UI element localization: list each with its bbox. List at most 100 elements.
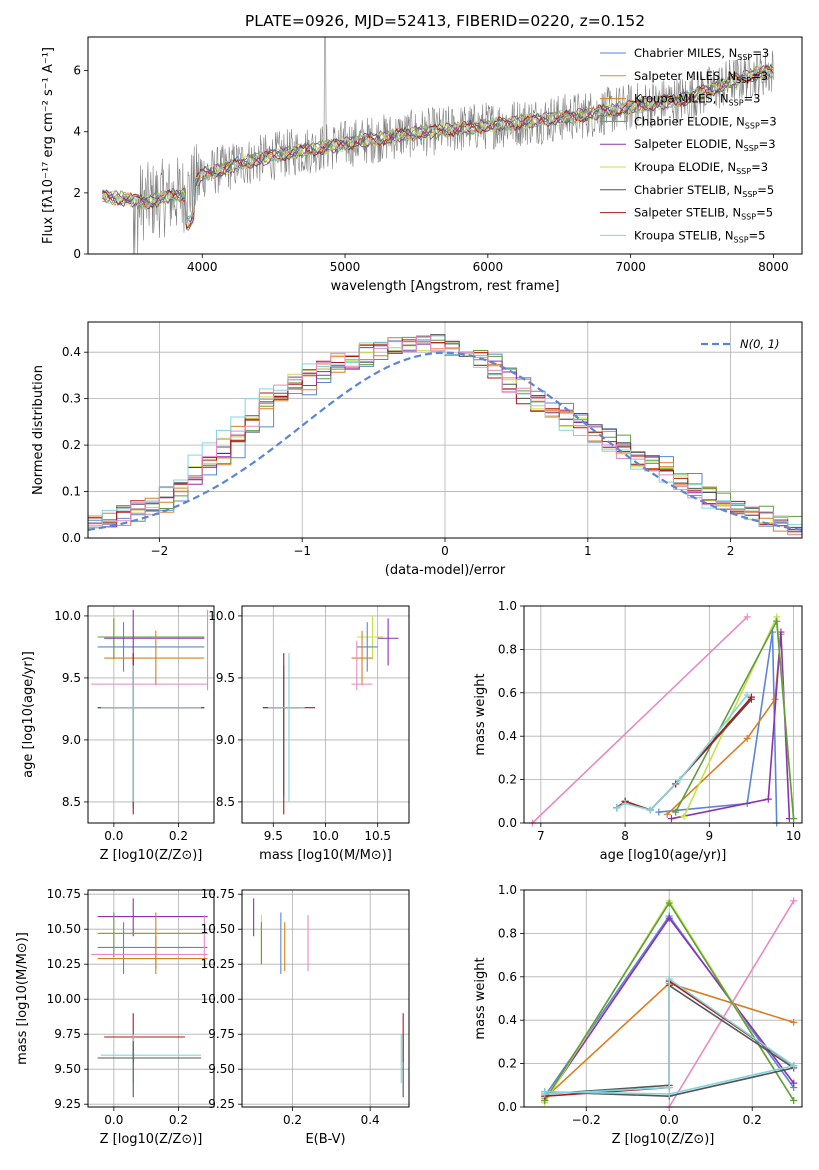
y-tick-label: 10.75 [47, 887, 81, 901]
x-tick-label: −1 [293, 544, 311, 558]
axes-frame [87, 321, 803, 539]
y-tick-label: 10.00 [201, 992, 235, 1006]
x-tick-label: 0.2 [283, 1113, 302, 1127]
age-vs-mass-panel: 9.5 10.0 10.5 8.5 9.0 9.5 10.0 mass [log10(M/M⊙… [208, 605, 410, 863]
errorbar-plot-area [91, 898, 208, 1098]
weight-marker [790, 1018, 798, 1026]
x-tick-label: 6000 [473, 260, 504, 274]
y-tick-label: 0.4 [498, 729, 517, 743]
y-tick-label: 10.50 [47, 922, 81, 936]
y-tick-label: 10.0 [54, 609, 81, 623]
x-tick-label: 0.2 [743, 1113, 762, 1127]
weight-marker [676, 776, 684, 784]
residual-histogram [88, 335, 802, 536]
y-axis-label: mass weight [473, 957, 488, 1039]
weight-marker [747, 693, 755, 701]
model-spectrum [102, 65, 774, 225]
y-tick-label: 9.0 [216, 733, 235, 747]
legend-entry: Chabrier ELODIE, NSSP=3 [634, 114, 777, 130]
weight-marker [672, 808, 680, 816]
spectrum-legend: Chabrier MILES, NSSP=3 Salpeter MILES, NS… [600, 46, 777, 244]
y-tick-label: 0.2 [62, 438, 81, 452]
y-tick-label: 10.25 [47, 957, 81, 971]
y-tick-label: 0.0 [498, 1100, 517, 1114]
y-tick-label: 1.0 [498, 599, 517, 613]
weight-marker [790, 1079, 798, 1087]
weight-marker [790, 815, 798, 823]
x-tick-label: 8000 [758, 260, 789, 274]
mass-weight-vs-age-panel: 7 8 9 10 0.0 0.2 0.4 0.6 0.8 1.0 age [log10(age/yr… [473, 599, 803, 863]
y-tick-label: 10.75 [201, 887, 235, 901]
y-tick-label: 9.50 [208, 1062, 235, 1076]
x-tick-label: 1 [584, 544, 592, 558]
weight-series-line [671, 631, 791, 820]
weight-marker [764, 795, 772, 803]
x-axis-label: (data-model)/error [385, 563, 506, 578]
y-tick-label: 9.75 [54, 1027, 81, 1041]
y-tick-label: 8.5 [62, 795, 81, 809]
y-tick-label: 1.0 [498, 883, 517, 897]
weight-marker [646, 806, 654, 814]
weight-series-line [683, 613, 795, 819]
x-tick-label: 9 [706, 829, 714, 843]
weight-marker [663, 810, 671, 818]
axes-frame [241, 889, 410, 1108]
y-tick-label: 0.4 [62, 345, 81, 359]
weight-marker [680, 812, 688, 820]
weight-series-line [531, 616, 748, 824]
weight-series-line [544, 977, 796, 1095]
weight-marker [790, 1096, 798, 1104]
weight-marker [541, 1088, 549, 1096]
y-tick-label: 0.2 [498, 773, 517, 787]
weight-marker [621, 799, 629, 807]
y-tick-label: 2 [73, 186, 81, 200]
y-tick-label: 10.0 [208, 609, 235, 623]
errorbar-plot-area [262, 615, 399, 815]
y-tick-label: 0 [73, 247, 81, 261]
y-tick-label: 6 [73, 64, 81, 78]
axes-frame [241, 605, 410, 824]
weight-marker [665, 1083, 673, 1091]
y-tick-label: 0.1 [62, 485, 81, 499]
y-axis-label: age [log10(age/yr)] [21, 651, 36, 778]
x-tick-label: 5000 [330, 260, 361, 274]
y-tick-label: 9.50 [54, 1062, 81, 1076]
y-tick-label: 0.8 [498, 926, 517, 940]
line-plot-area [528, 613, 798, 827]
errorbar-plot-area [253, 898, 404, 1098]
x-tick-label: 0.2 [169, 1113, 188, 1127]
residuals-plot-area [88, 334, 802, 536]
model-spectrum [101, 63, 774, 230]
residuals-panel: −2 −1 0 1 2 0.0 0.1 0.2 0.3 0.4 (data-model)/error… [31, 321, 803, 578]
y-tick-label: 9.5 [216, 671, 235, 685]
x-tick-label: 10.0 [312, 829, 339, 843]
legend-entry: Kroupa STELIB, NSSP=5 [634, 228, 765, 244]
x-tick-label: 4000 [187, 260, 218, 274]
y-tick-label: 0.0 [498, 816, 517, 830]
axes-frame [87, 605, 215, 824]
weight-marker [613, 804, 621, 812]
weight-marker [790, 1062, 798, 1070]
x-axis-label: Z [log10(Z/Z⊙)] [612, 1132, 715, 1147]
x-tick-label: 0 [441, 544, 449, 558]
x-tick-label: −0.2 [572, 1113, 601, 1127]
weight-marker [665, 1090, 673, 1098]
y-tick-label: 9.25 [208, 1097, 235, 1111]
y-axis-label: Normed distribution [31, 365, 46, 495]
residual-histogram [88, 334, 802, 529]
age-vs-Z-panel: 0.0 0.2 8.5 9.0 9.5 10.0 Z [log10(Z/Z⊙)] age [l… [21, 605, 215, 863]
weight-series-line [668, 900, 795, 1108]
y-tick-label: 0.6 [498, 970, 517, 984]
weight-marker [790, 897, 798, 905]
weight-marker [665, 975, 673, 983]
y-tick-label: 9.5 [62, 671, 81, 685]
spectrum-plot-area [101, 37, 774, 254]
axes-frame [87, 36, 803, 255]
y-tick-label: 0.2 [498, 1057, 517, 1071]
errorbar-plot-area [91, 609, 209, 815]
legend-entry: Salpeter STELIB, NSSP=5 [634, 206, 773, 222]
y-tick-label: 10.25 [201, 957, 235, 971]
weight-marker [665, 899, 673, 907]
x-tick-label: 0.4 [361, 1113, 380, 1127]
